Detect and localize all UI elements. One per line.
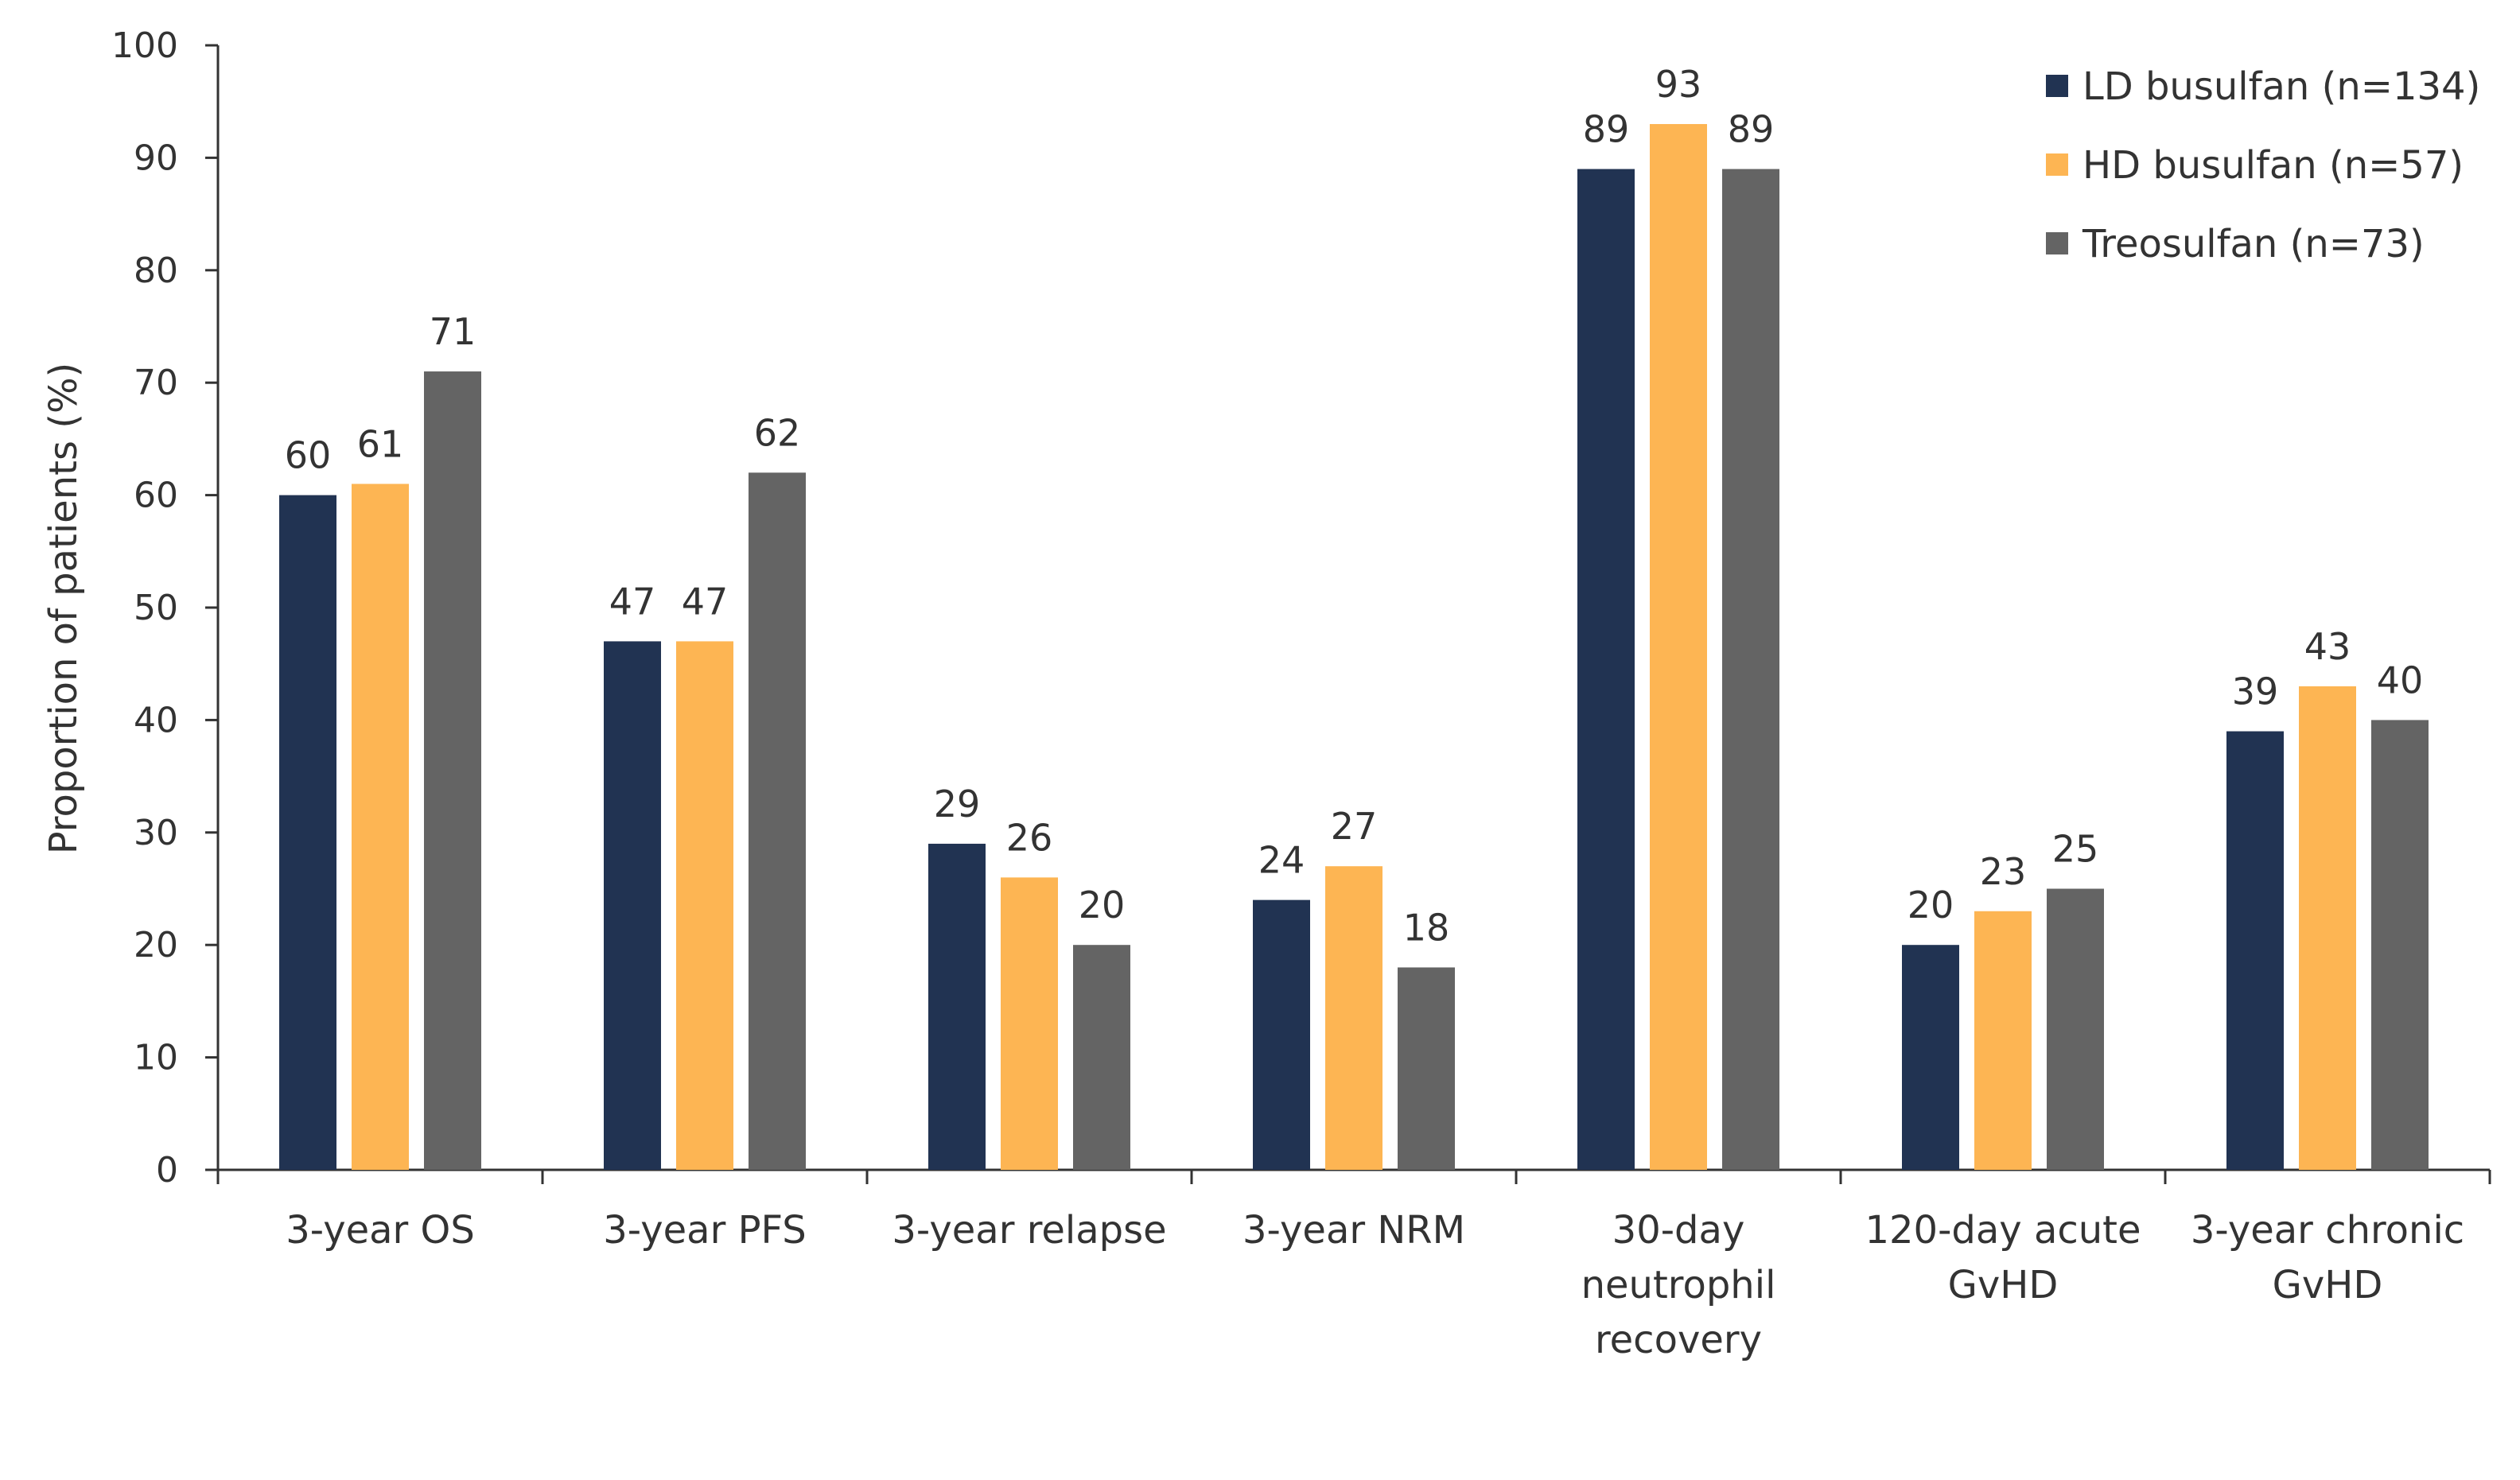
- legend-label: HD busulfan (n=57): [2082, 143, 2464, 188]
- legend-swatch: [2046, 232, 2068, 254]
- data-label: 89: [1728, 108, 1775, 151]
- bar: [1902, 945, 1959, 1170]
- x-axis: 3-year OS 3-year PFS 3-year relapse 3-year …: [216, 1168, 2491, 1362]
- x-category-label: 3-year PFS: [603, 1208, 807, 1253]
- bar: [2299, 686, 2356, 1170]
- data-label: 43: [2304, 625, 2351, 668]
- y-tick-label: 50: [134, 588, 178, 628]
- y-tick-label: 70: [134, 363, 178, 403]
- data-label: 23: [1980, 850, 2027, 893]
- bar: [604, 641, 661, 1170]
- data-label: 61: [357, 422, 404, 465]
- data-label: 24: [1258, 839, 1305, 882]
- data-label: 18: [1403, 906, 1450, 949]
- bar: [1253, 899, 1310, 1170]
- x-category-label: 30-day neutrophil recovery: [1581, 1208, 1776, 1362]
- bar: [1974, 911, 2032, 1170]
- bar: [1325, 866, 1382, 1170]
- y-tick-label: 80: [134, 251, 178, 291]
- bar: [2371, 720, 2429, 1170]
- y-axis-title: Proportion of patients (%): [41, 363, 86, 855]
- x-category-label: 120-day acute GvHD: [1865, 1208, 2141, 1307]
- data-label: 20: [1079, 884, 1126, 926]
- bar: [279, 495, 336, 1170]
- legend: LD busulfan (n=134) HD busulfan (n=57) Tre…: [2046, 64, 2480, 266]
- data-label: 60: [285, 434, 332, 477]
- legend-swatch: [2046, 75, 2068, 97]
- bar: [2047, 888, 2104, 1170]
- data-labels: 60 61 71 47 47 62 29 26 20 24 27 18 89 93 89 20 23 25 39 43…: [285, 63, 2424, 949]
- data-label: 47: [682, 580, 729, 623]
- legend-label: LD busulfan (n=134): [2082, 64, 2480, 109]
- x-category-label: 3-year chronic GvHD: [2191, 1208, 2464, 1307]
- bar: [1577, 169, 1635, 1170]
- bar: [676, 641, 733, 1170]
- data-label: 93: [1655, 63, 1702, 106]
- y-tick-label: 0: [156, 1150, 178, 1191]
- bar: [2226, 731, 2284, 1170]
- y-tick-label: 10: [134, 1038, 178, 1078]
- bar: [1073, 945, 1130, 1170]
- data-label: 39: [2232, 670, 2279, 713]
- bar: [928, 843, 986, 1170]
- data-label: 27: [1331, 805, 1378, 848]
- bar: [1001, 877, 1058, 1170]
- data-label: 20: [1908, 884, 1954, 926]
- bar: [424, 371, 481, 1170]
- bar: [1722, 169, 1779, 1170]
- legend-label: Treosulfan (n=73): [2082, 222, 2425, 266]
- data-label: 25: [2052, 828, 2099, 871]
- y-tick-label: 20: [134, 925, 178, 965]
- y-tick-label: 40: [134, 700, 178, 740]
- legend-swatch: [2046, 153, 2068, 176]
- bars: [279, 123, 2429, 1171]
- data-label: 40: [2377, 658, 2424, 701]
- x-category-label: 3-year OS: [286, 1208, 475, 1253]
- y-axis: 0 10 20 30 40 50 60 70 80 90 100: [111, 25, 220, 1191]
- y-tick-label: 30: [134, 813, 178, 853]
- data-label: 71: [430, 310, 476, 353]
- bar: [1650, 123, 1707, 1171]
- data-label: 26: [1006, 816, 1053, 859]
- data-label: 29: [934, 783, 981, 825]
- data-label: 62: [754, 411, 801, 454]
- bar: [749, 472, 806, 1170]
- bar: [352, 484, 409, 1170]
- y-tick-label: 60: [134, 476, 178, 516]
- y-tick-label: 100: [111, 25, 178, 66]
- data-label: 89: [1583, 108, 1630, 151]
- x-category-label: 3-year NRM: [1242, 1208, 1465, 1253]
- data-label: 47: [609, 580, 656, 623]
- x-category-label: 3-year relapse: [892, 1208, 1166, 1253]
- bar: [1398, 967, 1455, 1170]
- y-tick-label: 90: [134, 138, 178, 178]
